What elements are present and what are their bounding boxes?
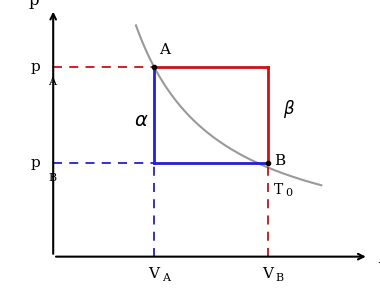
Text: V: V [149,267,160,281]
Text: A: A [159,43,170,57]
Text: A: A [49,77,57,87]
Text: V: V [378,261,380,278]
Text: T: T [274,183,283,197]
Text: 0: 0 [285,189,292,198]
Text: B: B [274,154,285,168]
Text: A: A [162,273,170,283]
Text: B: B [49,173,57,183]
Text: p: p [31,60,41,74]
Text: V: V [262,267,273,281]
Text: $\beta$: $\beta$ [283,99,296,120]
Text: p: p [31,156,41,170]
Text: B: B [276,273,284,283]
Text: $\alpha$: $\alpha$ [134,111,149,130]
Text: p: p [29,0,40,9]
